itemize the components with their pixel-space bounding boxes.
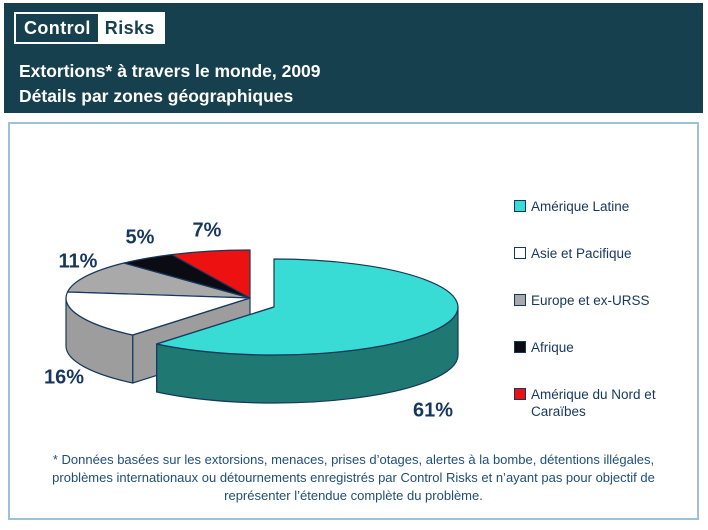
logo-risks: Risks bbox=[97, 14, 163, 42]
chart-title-line2: Détails par zones géographiques bbox=[19, 86, 294, 106]
legend-swatch-icon bbox=[514, 294, 526, 306]
legend-swatch-icon bbox=[514, 247, 526, 259]
legend-item: Afrique bbox=[514, 339, 686, 356]
legend-label: Afrique bbox=[531, 340, 574, 355]
legend-swatch-icon bbox=[514, 388, 526, 400]
control-risks-logo: Control Risks bbox=[14, 12, 165, 44]
footnote: * Données basées sur les extorsions, men… bbox=[10, 451, 697, 505]
legend-item: Amérique Latine bbox=[514, 198, 686, 215]
header-bar: Control Risks Extortions* à travers le m… bbox=[4, 3, 703, 113]
legend-label: Europe et ex-URSS bbox=[531, 293, 650, 308]
chart-title-line1: Extortions* à travers le monde, 2009 bbox=[19, 61, 321, 81]
chart-title: Extortions* à travers le monde, 2009 Dét… bbox=[19, 59, 321, 109]
legend-item: Europe et ex-URSS bbox=[514, 292, 686, 309]
legend: Amérique Latine Asie et Pacifique Europe e… bbox=[514, 198, 686, 450]
legend-label: Asie et Pacifique bbox=[531, 246, 632, 261]
logo-control: Control bbox=[16, 14, 98, 42]
legend-swatch-icon bbox=[514, 200, 526, 212]
legend-label: Amérique du Nord et Caraïbes bbox=[531, 387, 656, 419]
legend-label: Amérique Latine bbox=[531, 199, 630, 214]
legend-item: Asie et Pacifique bbox=[514, 245, 686, 262]
legend-swatch-icon bbox=[514, 341, 526, 353]
footnote-text: * Données basées sur les extorsions, men… bbox=[52, 452, 655, 503]
legend-item: Amérique du Nord et Caraïbes bbox=[514, 386, 686, 420]
